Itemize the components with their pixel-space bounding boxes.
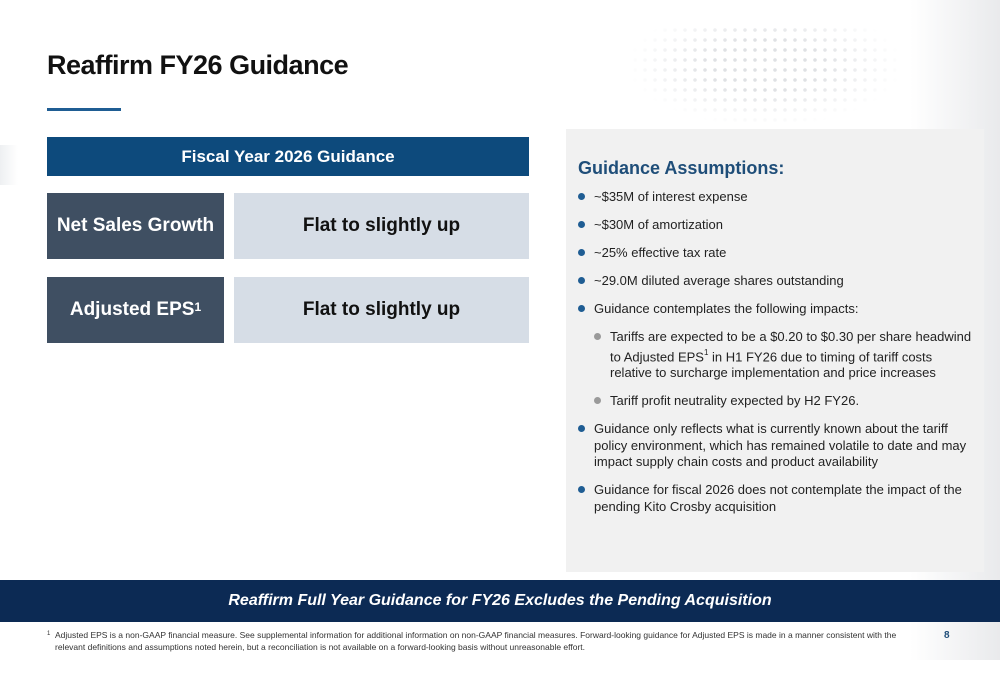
bullet-icon bbox=[578, 305, 585, 312]
sub-bullet-icon bbox=[594, 397, 601, 405]
bullet-icon bbox=[578, 425, 585, 433]
assumption-item: Guidance only reflects what is currently… bbox=[578, 421, 973, 471]
adjusted-eps-value: Flat to slightly up bbox=[234, 277, 529, 343]
assumption-text: ~29.0M diluted average shares outstandin… bbox=[594, 273, 844, 288]
net-sales-growth-label: Net Sales Growth bbox=[47, 193, 224, 259]
row-label-text: Net Sales Growth bbox=[56, 215, 215, 236]
adjusted-eps-label: Adjusted EPS 1 bbox=[47, 277, 224, 343]
assumption-text: Tariff profit neutrality expected by H2 … bbox=[610, 393, 860, 409]
assumption-text-cont: in H1 FY26 due to timing of tariff costs… bbox=[610, 348, 936, 381]
title-underline bbox=[47, 108, 121, 111]
assumption-text: ~$30M of amortization bbox=[594, 217, 723, 232]
assumption-item: Guidance for fiscal 2026 does not contem… bbox=[578, 482, 973, 515]
assumption-text: ~$35M of interest expense bbox=[594, 189, 748, 204]
assumption-text: Guidance for fiscal 2026 does not contem… bbox=[594, 482, 962, 514]
guidance-table-header: Fiscal Year 2026 Guidance bbox=[47, 137, 529, 176]
assumption-text: Guidance only reflects what is currently… bbox=[594, 421, 967, 470]
footnote-text: Adjusted EPS is a non-GAAP financial mea… bbox=[55, 630, 897, 652]
assumption-item: Guidance contemplates the following impa… bbox=[578, 301, 973, 318]
assumption-item: ~$30M of amortization bbox=[578, 217, 973, 234]
footnote-ref: 1 bbox=[194, 300, 202, 314]
decorative-dot-pattern bbox=[630, 25, 900, 125]
assumptions-list: ~$35M of interest expense ~$30M of amort… bbox=[578, 189, 973, 527]
assumption-text: Guidance contemplates the following impa… bbox=[594, 301, 859, 316]
assumption-item: ~25% effective tax rate bbox=[578, 245, 973, 262]
assumption-item: ~29.0M diluted average shares outstandin… bbox=[578, 273, 973, 290]
footnote-mark: 1 bbox=[47, 631, 51, 637]
left-edge-gradient bbox=[0, 145, 18, 185]
sub-bullet-icon bbox=[594, 333, 601, 340]
assumptions-title: Guidance Assumptions: bbox=[578, 158, 785, 178]
page-number: 8 bbox=[944, 630, 950, 641]
row-label-text: Adjusted EPS bbox=[69, 299, 195, 320]
assumption-text: Tariffs are expected to be a $0.20 to $0… bbox=[610, 329, 972, 364]
assumption-subitem: Tariffs are expected to be a $0.20 to $0… bbox=[594, 329, 973, 382]
assumption-subitem: Tariff profit neutrality expected by H2 … bbox=[594, 393, 973, 410]
bullet-icon bbox=[578, 221, 585, 228]
footnote: 1 Adjusted EPS is a non-GAAP financial m… bbox=[47, 629, 927, 653]
assumption-item: ~$35M of interest expense bbox=[578, 189, 973, 206]
net-sales-growth-value: Flat to slightly up bbox=[234, 193, 529, 259]
bullet-icon bbox=[578, 277, 585, 284]
assumptions-panel: Guidance Assumptions: ~$35M of interest … bbox=[566, 129, 984, 572]
summary-banner: Reaffirm Full Year Guidance for FY26 Exc… bbox=[0, 580, 1000, 622]
bullet-icon bbox=[578, 249, 585, 256]
assumption-text: ~25% effective tax rate bbox=[594, 245, 727, 260]
footnote-ref: 1 bbox=[703, 347, 709, 357]
bullet-icon bbox=[578, 486, 585, 494]
bullet-icon bbox=[578, 193, 585, 200]
page-title: Reaffirm FY26 Guidance bbox=[47, 50, 349, 80]
